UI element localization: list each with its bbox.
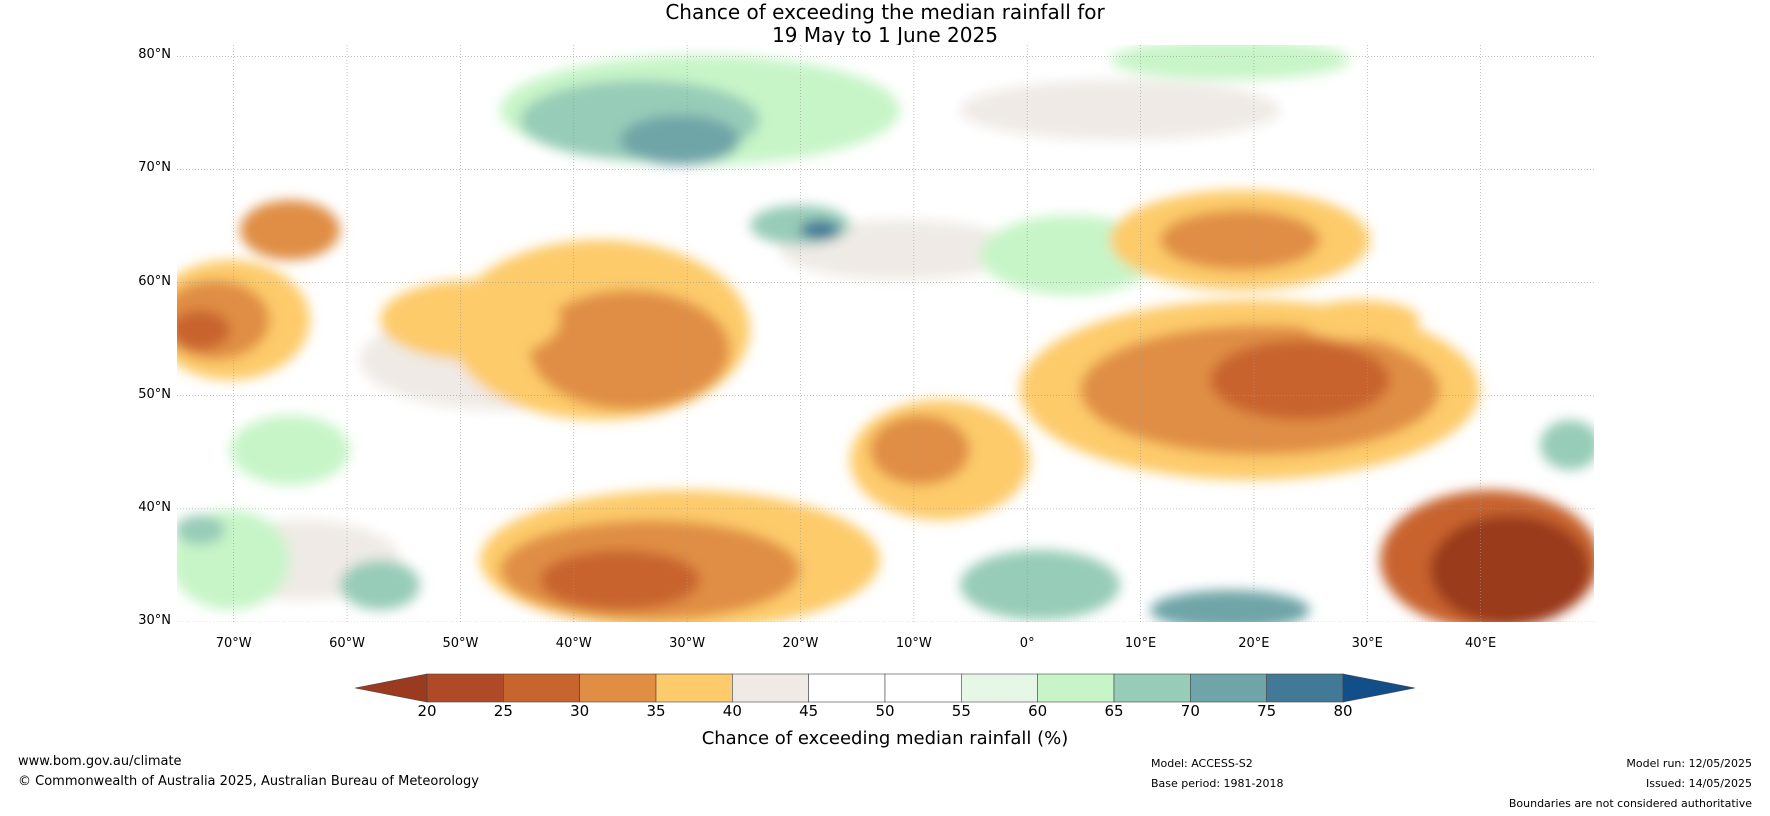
longitude-label: 30°W [669, 636, 706, 651]
colorbar-tick-label: 40 [722, 702, 742, 720]
colorbar-extend-low [354, 673, 428, 703]
latitude-label: 70°N [138, 160, 171, 176]
colorbar-cell [426, 673, 504, 703]
map-title-line2: 19 May to 1 June 2025 [772, 23, 998, 47]
map-title-line1: Chance of exceeding the median rainfall … [665, 0, 1105, 24]
longitude-label: 70°W [215, 636, 252, 651]
longitude-label: 40°E [1464, 636, 1497, 651]
colorbar-cell [884, 673, 962, 703]
colorbar-cell [579, 673, 657, 703]
latitude-label: 60°N [138, 273, 171, 289]
longitude-label: 50°W [442, 636, 479, 651]
longitude-label: 0° [1019, 636, 1035, 651]
colorbar-extend-high [1342, 673, 1416, 703]
latitude-label: 50°N [138, 386, 171, 402]
colorbar-tick-label: 70 [1180, 702, 1200, 720]
colorbar-cell [1037, 673, 1115, 703]
footer-issued: Issued: 14/05/2025 [1645, 777, 1752, 790]
colorbar-tick-label: 50 [875, 702, 895, 720]
latitude-label: 80°N [138, 47, 171, 63]
longitude-label: 30°E [1351, 636, 1383, 651]
colorbar-tick-label: 25 [493, 702, 513, 720]
colorbar-tick-label: 80 [1333, 702, 1353, 720]
colorbar-tick-label: 30 [570, 702, 590, 720]
colorbar-cell [1266, 673, 1344, 703]
colorbar-tick-label: 35 [646, 702, 666, 720]
rainfall-anomaly-field [177, 45, 1594, 622]
colorbar-cell [503, 673, 580, 703]
colorbar-cell [1190, 673, 1267, 703]
colorbar-tick-label: 60 [1028, 702, 1048, 720]
colorbar-cell [732, 673, 809, 703]
colorbar-label: Chance of exceeding median rainfall (%) [701, 728, 1069, 749]
colorbar-cell [961, 673, 1038, 703]
graticule [177, 45, 1594, 622]
longitude-label: 60°W [329, 636, 365, 651]
colorbar-tick-label: 65 [1104, 702, 1124, 720]
longitude-label: 10°W [895, 636, 932, 651]
longitude-label: 10°E [1124, 636, 1157, 651]
longitude-label: 20°W [782, 636, 819, 651]
footer-copyright: © Commonwealth of Australia 2025, Austra… [18, 774, 479, 789]
colorbar-tick-label: 20 [417, 702, 437, 720]
colorbar-tick-label: 55 [951, 702, 971, 720]
longitude-label: 20°E [1238, 636, 1270, 651]
colorbar-cell [655, 673, 733, 703]
colorbar-cell [808, 673, 886, 703]
footer-model-run: Model run: 12/05/2025 [1626, 757, 1752, 770]
colorbar-tick-label: 75 [1257, 702, 1277, 720]
longitude-label: 40°W [555, 636, 592, 651]
footer-model: Model: ACCESS-S2 [1151, 757, 1253, 770]
latitude-label: 30°N [138, 613, 171, 628]
footer-disclaimer: Boundaries are not considered authoritat… [1508, 797, 1752, 810]
colorbar-tick-label: 45 [799, 702, 819, 720]
footer-website: www.bom.gov.au/climate [18, 754, 182, 769]
colorbar-cell [1113, 673, 1191, 703]
latitude-label: 40°N [138, 499, 171, 515]
footer-base-period: Base period: 1981-2018 [1151, 777, 1284, 790]
